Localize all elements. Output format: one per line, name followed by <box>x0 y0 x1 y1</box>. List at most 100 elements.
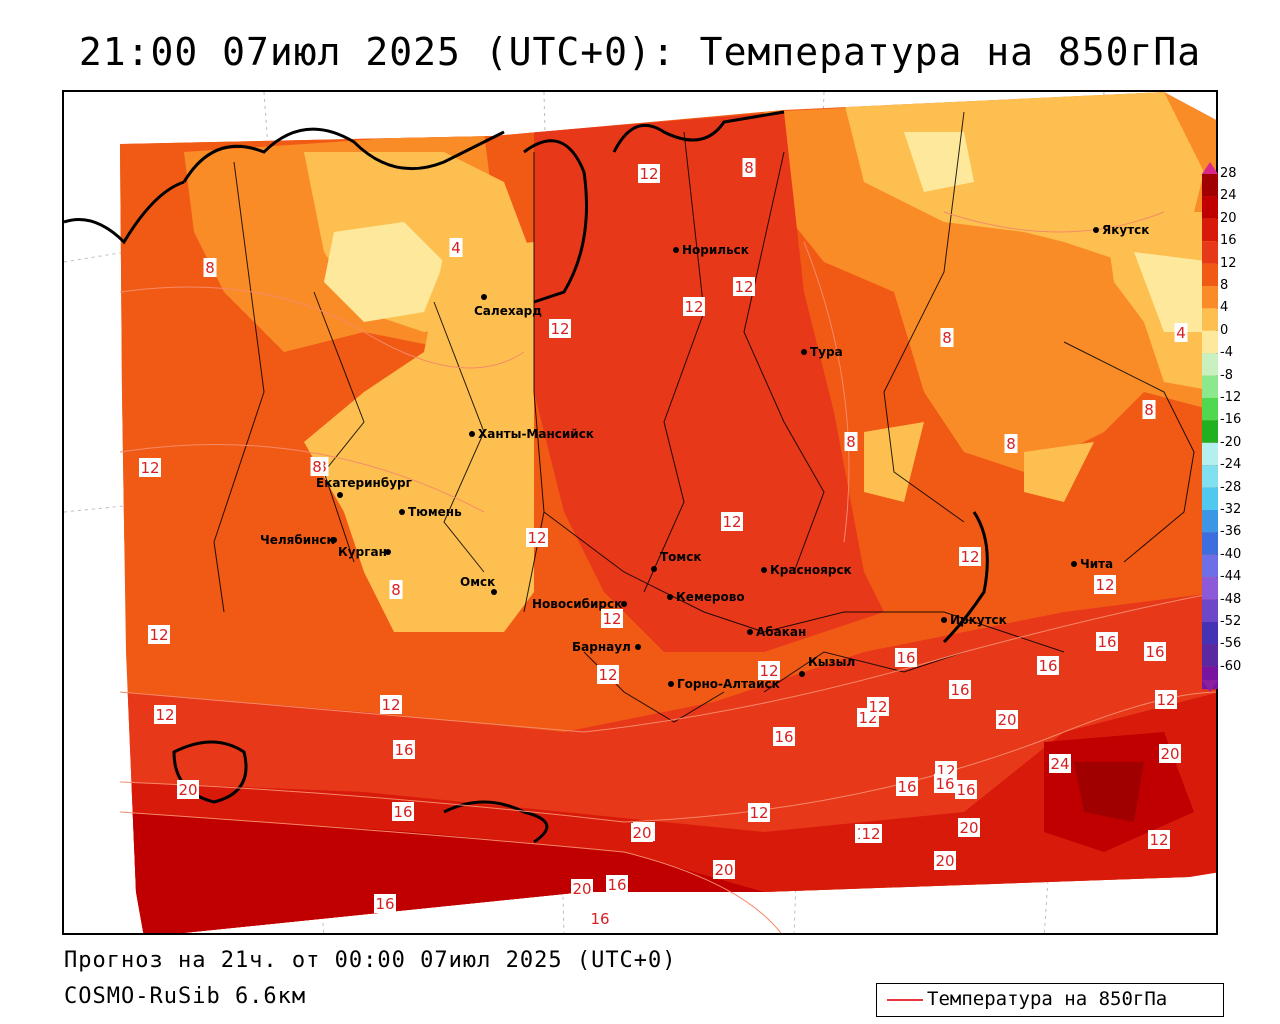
contour-label: 12 <box>748 803 770 822</box>
city-label: Якутск <box>1102 223 1149 237</box>
map-title: 21:00 07июл 2025 (UTC+0): Температура на… <box>78 30 1202 74</box>
city-label: Салехард <box>474 304 542 318</box>
svg-text:12: 12 <box>155 706 174 724</box>
contour-label: 12 <box>1094 575 1116 594</box>
city-marker <box>668 681 674 687</box>
contour-label: 12 <box>380 695 402 714</box>
svg-text:12: 12 <box>1149 831 1168 849</box>
contour-label: 12 <box>549 319 571 338</box>
city-marker <box>491 589 497 595</box>
svg-text:20: 20 <box>1160 745 1179 763</box>
svg-text:16: 16 <box>897 778 916 796</box>
city-label: Горно-Алтайск <box>677 677 780 691</box>
contour-label: 12 <box>601 609 623 628</box>
svg-text:16: 16 <box>935 775 954 793</box>
contour-label: 12 <box>721 512 743 531</box>
colorbar-tick-label: -48 <box>1220 591 1242 607</box>
city-marker <box>385 549 391 555</box>
contour-label: 16 <box>896 777 918 796</box>
city-marker <box>761 567 767 573</box>
svg-text:8: 8 <box>391 581 401 599</box>
city-marker <box>801 349 807 355</box>
contour-label: 8 <box>310 457 324 476</box>
svg-text:12: 12 <box>1095 576 1114 594</box>
contour-label: 8 <box>1004 434 1018 453</box>
svg-text:16: 16 <box>375 895 394 913</box>
city-marker <box>941 617 947 623</box>
contour-label: 16 <box>1144 642 1166 661</box>
colorbar-tick-label: -60 <box>1220 658 1242 674</box>
city-label: Новосибирск <box>532 597 622 611</box>
colorbar-tick-label: 20 <box>1220 210 1237 226</box>
colorbar-tick-label: -52 <box>1220 614 1242 629</box>
svg-text:16: 16 <box>950 681 969 699</box>
colorbar-tick-label: -4 <box>1220 345 1233 361</box>
contour-label: 16 <box>374 894 396 913</box>
city-label: Тура <box>810 345 843 359</box>
city-marker <box>399 509 405 515</box>
svg-text:24: 24 <box>1050 755 1069 773</box>
colorbar-cell <box>1202 308 1218 331</box>
city-marker <box>635 644 641 650</box>
svg-text:4: 4 <box>1176 324 1186 342</box>
contour-label: 16 <box>773 727 795 746</box>
svg-text:16: 16 <box>590 910 609 928</box>
svg-text:20: 20 <box>959 819 978 837</box>
contour-label: 8 <box>389 580 403 599</box>
contour-label: 8 <box>203 258 217 277</box>
legend: Температура на 850гПа <box>876 983 1224 1017</box>
svg-text:20: 20 <box>632 824 651 842</box>
contour-label: 24 <box>1049 754 1071 773</box>
colorbar-cell <box>1202 218 1218 242</box>
city-label: Ханты-Мансийск <box>478 427 594 441</box>
city-label: Кызыл <box>808 655 855 669</box>
svg-text:16: 16 <box>607 876 626 894</box>
city-label: Тюмень <box>408 505 462 519</box>
contour-label: 8 <box>940 328 954 347</box>
colorbar-tick-label: -28 <box>1220 479 1242 495</box>
city-label: Екатеринбург <box>316 476 412 490</box>
svg-text:16: 16 <box>394 741 413 759</box>
svg-text:20: 20 <box>178 781 197 799</box>
contour-label: 12 <box>758 661 780 680</box>
svg-text:12: 12 <box>759 662 778 680</box>
svg-text:12: 12 <box>639 165 658 183</box>
colorbar-tick-label: 24 <box>1220 188 1237 204</box>
colorbar-tick-label: 16 <box>1220 233 1237 249</box>
colorbar-tick-label: 4 <box>1220 300 1229 316</box>
colorbar-cell <box>1202 532 1218 555</box>
contour-label: 16 <box>955 780 977 799</box>
city-label: Кемерово <box>676 590 745 604</box>
svg-text:12: 12 <box>602 610 621 628</box>
map-area[interactable]: Норильск Якутск Салехард Тура Ханты-Мансийск… <box>62 90 1218 935</box>
contour-label: 12 <box>597 665 619 684</box>
svg-text:12: 12 <box>749 804 768 822</box>
colorbar-tick-label: -56 <box>1220 636 1242 652</box>
contour-label: 12 <box>683 297 705 316</box>
temperature-field <box>120 92 1216 933</box>
svg-text:8: 8 <box>942 329 952 347</box>
colorbar-cell <box>1202 420 1218 443</box>
colorbar-tick-label: 0 <box>1220 322 1229 338</box>
city-label: Курган <box>338 545 387 559</box>
colorbar-cell <box>1202 599 1218 622</box>
contour-label: 16 <box>895 648 917 667</box>
contour-label: 16 <box>1096 632 1118 651</box>
contour-label: 20 <box>713 860 735 879</box>
contour-label: 8 <box>844 432 858 451</box>
contour-label: 16 <box>589 909 611 928</box>
contour-label: 16 <box>1037 656 1059 675</box>
colorbar-cell <box>1202 263 1218 286</box>
city-marker <box>1093 227 1099 233</box>
colorbar-cell <box>1202 487 1218 510</box>
colorbar-cell <box>1202 196 1218 219</box>
city-marker <box>673 247 679 253</box>
city-label: Иркутск <box>950 613 1007 627</box>
svg-text:12: 12 <box>734 278 753 296</box>
svg-text:12: 12 <box>960 548 979 566</box>
colorbar-tick-label: -16 <box>1220 412 1242 428</box>
contour-label: 16 <box>606 875 628 894</box>
contour-label: 12 <box>959 547 981 566</box>
colorbar-cell <box>1202 241 1218 264</box>
colorbar-cell <box>1202 375 1218 398</box>
